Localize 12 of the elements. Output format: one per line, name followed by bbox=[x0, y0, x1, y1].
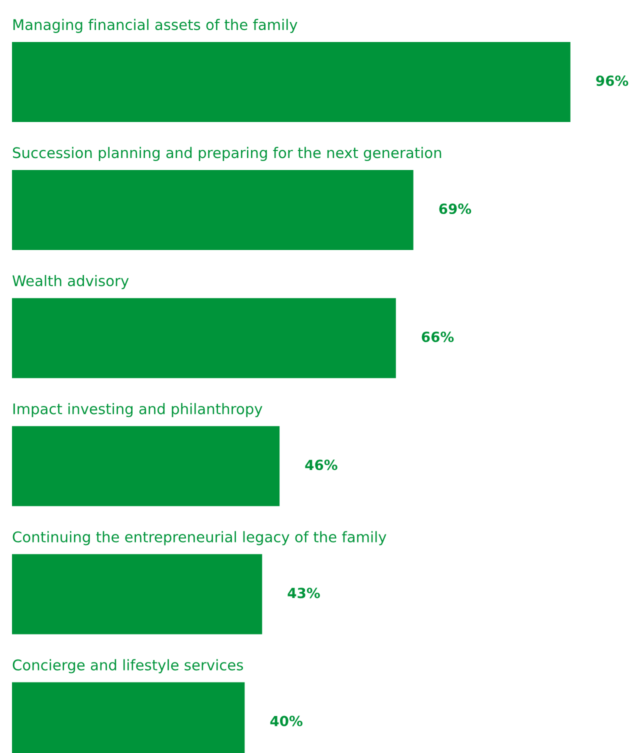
y-tick-label: Wealth advisory bbox=[12, 274, 129, 290]
y-tick-label: Succession planning and preparing for the next generation bbox=[12, 146, 442, 162]
y-tick-label: Concierge and lifestyle services bbox=[12, 659, 244, 674]
y-tick-label: Managing financial assets of the family bbox=[13, 18, 298, 33]
y-tick-label: Continuing the entrepreneurial legacy of the family bbox=[12, 531, 386, 546]
data-label: 43% bbox=[288, 588, 320, 598]
data-label: 66% bbox=[422, 332, 454, 342]
data-label: 46% bbox=[305, 460, 338, 470]
y-tick-label: Impact investing and philanthropy bbox=[13, 403, 262, 418]
data-label: 69% bbox=[439, 204, 472, 214]
data-label: 96% bbox=[596, 75, 628, 86]
data-label: 40% bbox=[270, 716, 302, 726]
